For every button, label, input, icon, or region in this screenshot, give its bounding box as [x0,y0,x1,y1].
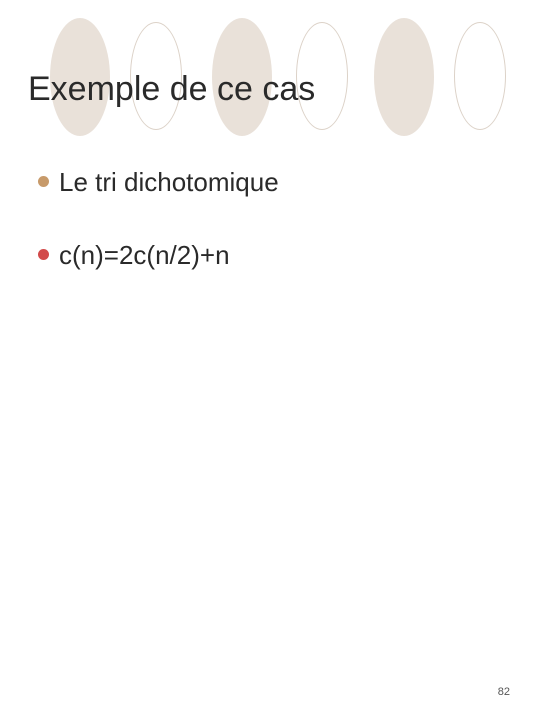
slide-title: Exemple de ce cas [28,70,315,109]
bullet-text: Le tri dichotomique [59,166,279,199]
page-number: 82 [498,686,510,698]
bullet-item: Le tri dichotomique [38,166,510,199]
decorative-oval [454,22,506,130]
bullet-item: c(n)=2c(n/2)+n [38,239,510,272]
decorative-oval [374,18,434,136]
bullet-dot-icon [38,249,49,260]
bullet-dot-icon [38,176,49,187]
bullet-text: c(n)=2c(n/2)+n [59,239,230,272]
bullet-list: Le tri dichotomique c(n)=2c(n/2)+n [38,166,510,311]
